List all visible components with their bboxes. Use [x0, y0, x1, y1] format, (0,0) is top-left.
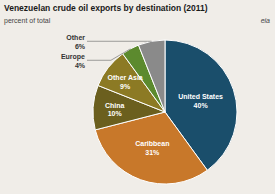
category-label: Caribbean [135, 140, 169, 147]
slice-label: United States 40% [178, 93, 223, 109]
leader-line [87, 49, 130, 60]
pie [93, 40, 237, 184]
category-label: Other Asia [108, 74, 143, 81]
category-label: Other [66, 34, 85, 41]
data-label: 40% [194, 102, 209, 109]
category-label: United States [178, 93, 223, 100]
slice-label: Other Asia 9% [108, 74, 143, 90]
annotation: eia [261, 17, 270, 24]
labels: United States 40% Caribbean 31% China10% Othe… [61, 34, 223, 155]
slice-label: China10% [105, 102, 125, 118]
subtitle: percent of total [4, 17, 51, 25]
category-label: Europe [61, 53, 85, 61]
category-label: China [105, 102, 125, 109]
slice-label: Other 6% [66, 34, 85, 50]
data-label: 9% [120, 83, 131, 90]
chart: Venezuelan crude oil exports by destinat… [0, 0, 275, 194]
data-label: 6% [75, 43, 86, 50]
data-label: 31% [145, 149, 160, 156]
data-label: 4% [75, 62, 86, 69]
title: Venezuelan crude oil exports by destinat… [4, 3, 208, 13]
slice-label: Europe4% [61, 53, 86, 68]
leader-line [87, 41, 152, 42]
slice-label: Caribbean 31% [135, 140, 169, 156]
data-label: 10% [108, 110, 123, 117]
